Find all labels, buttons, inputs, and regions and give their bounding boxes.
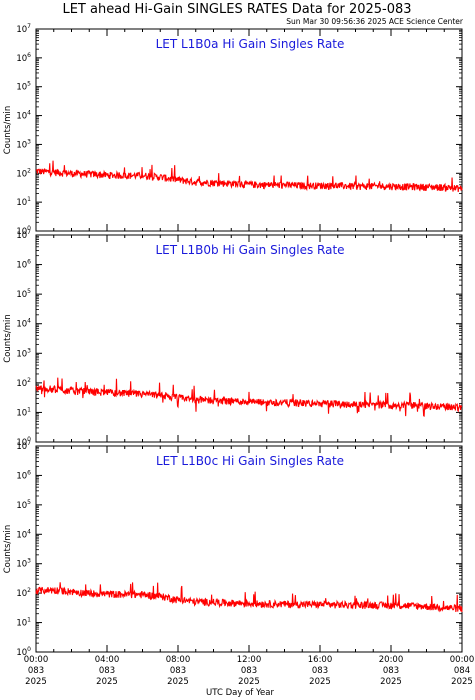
x-tick-year: 2025 [451, 677, 473, 687]
y-tick-label: 100 [16, 646, 31, 658]
y-tick-label: 100 [16, 225, 31, 237]
plot-frame [35, 28, 463, 232]
y-tick-label: 101 [16, 617, 31, 629]
panel-3: 100 101 102 103 104 105 106 107 Counts/min LET L1… [3, 440, 463, 658]
y-axis-label: Counts/min [3, 106, 13, 155]
x-tick-time: 04:00 [95, 655, 120, 665]
x-tick-time: 08:00 [166, 655, 191, 665]
chart-title: LET ahead Hi-Gain SINGLES RATES Data for… [62, 2, 411, 17]
y-tick-label: 106 [16, 469, 31, 481]
y-tick-label: 103 [16, 347, 31, 359]
panel-1: 100 101 102 103 104 105 106 107 Counts/min LET L1… [3, 23, 463, 237]
y-tick-label: 104 [16, 318, 31, 330]
panel-title: LET L1B0b Hi Gain Singles Rate [155, 243, 344, 257]
series-line [35, 582, 463, 613]
x-tick-year: 2025 [309, 677, 331, 687]
timestamp: Sun Mar 30 09:56:36 2025 ACE Science Cen… [286, 17, 464, 26]
y-tick-label: 102 [16, 587, 31, 599]
panel-title: LET L1B0c Hi Gain Singles Rate [156, 454, 344, 468]
x-tick-time: 00:00 [450, 655, 475, 665]
y-tick-label: 105 [16, 499, 31, 511]
y-tick-label: 104 [16, 110, 31, 122]
y-tick-label: 104 [16, 528, 31, 540]
y-axis-label: Counts/min [3, 314, 13, 363]
y-tick-label: 107 [16, 23, 31, 35]
panels: 100 101 102 103 104 105 106 107 Counts/min LET L1… [3, 23, 474, 687]
y-tick-label: 103 [16, 558, 31, 570]
x-tick-time: 16:00 [308, 655, 333, 665]
y-axis-label: Counts/min [3, 525, 13, 574]
y-tick-label: 101 [16, 196, 31, 208]
x-tick-year: 2025 [25, 677, 47, 687]
x-tick-year: 2025 [167, 677, 189, 687]
plot-frame [35, 234, 463, 443]
panel-title: LET L1B0a Hi Gain Singles Rate [156, 37, 345, 51]
x-tick-doy: 083 [170, 666, 186, 676]
x-axis-label: UTC Day of Year [206, 688, 274, 698]
x-tick-doy: 084 [454, 666, 470, 676]
plot-frame [35, 445, 463, 653]
x-tick-year: 2025 [96, 677, 118, 687]
y-tick-label: 101 [16, 406, 31, 418]
y-tick-label: 102 [16, 167, 31, 179]
panel-2: 100 101 102 103 104 105 106 107 Counts/min LET L1… [3, 229, 463, 448]
y-tick-label: 102 [16, 377, 31, 389]
y-tick-label: 106 [16, 52, 31, 64]
x-tick-time: 20:00 [379, 655, 404, 665]
y-tick-label: 105 [16, 81, 31, 93]
y-tick-label: 103 [16, 138, 31, 150]
y-tick-label: 106 [16, 259, 31, 271]
x-tick-doy: 083 [312, 666, 328, 676]
x-tick-time: 12:00 [237, 655, 262, 665]
series-line [35, 377, 463, 417]
y-tick-label: 100 [16, 436, 31, 448]
x-tick-year: 2025 [380, 677, 402, 687]
x-tick-doy: 083 [383, 666, 399, 676]
x-tick-doy: 083 [28, 666, 44, 676]
x-tick-time: 00:00 [24, 655, 49, 665]
y-tick-label: 105 [16, 288, 31, 300]
x-tick-year: 2025 [238, 677, 260, 687]
y-tick-label: 107 [16, 440, 31, 452]
y-tick-label: 107 [16, 229, 31, 241]
series-line [35, 160, 463, 193]
x-tick-doy: 083 [241, 666, 257, 676]
x-tick-doy: 083 [99, 666, 115, 676]
